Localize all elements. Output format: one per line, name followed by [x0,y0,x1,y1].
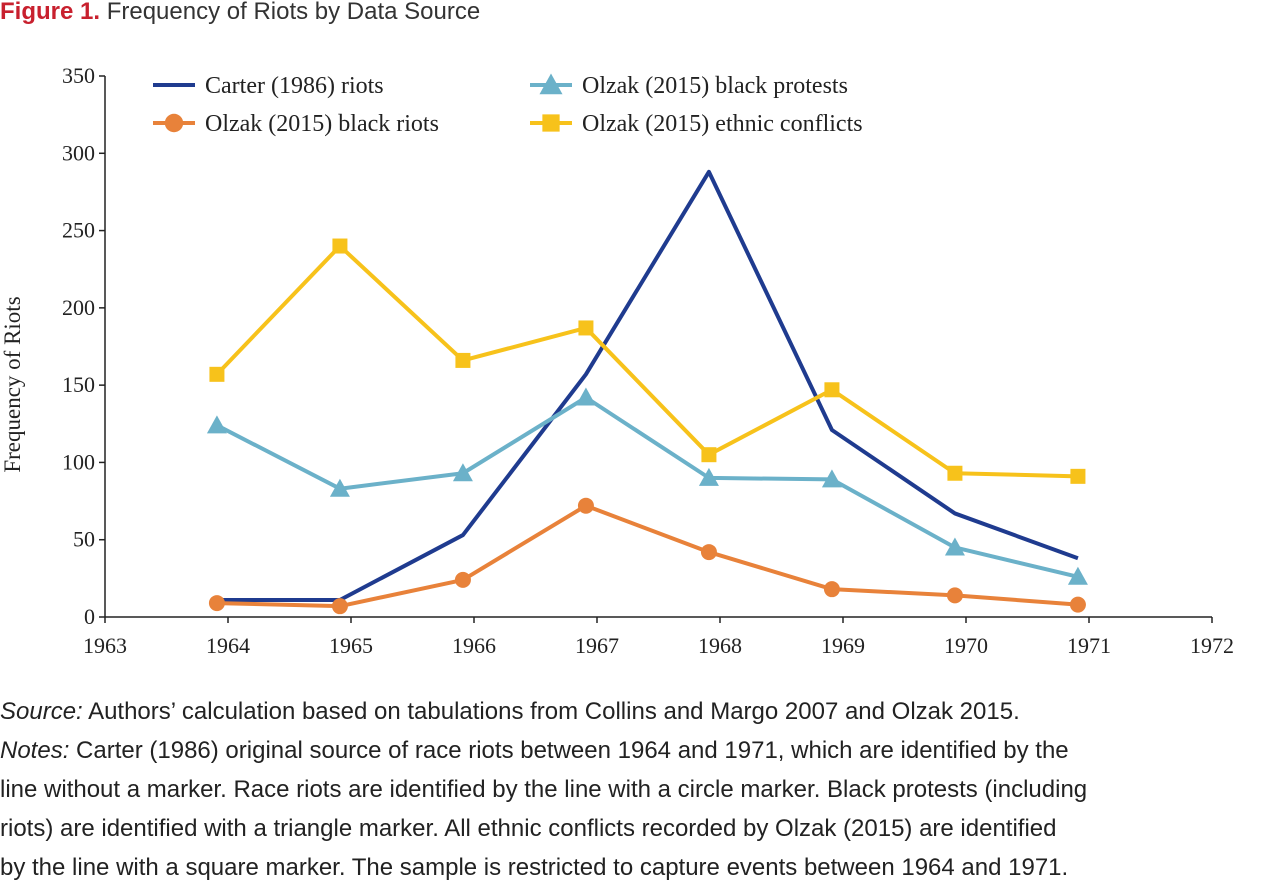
notes-line-3: riots) are identified with a triangle ma… [0,815,1057,842]
series-line [215,244,1078,479]
legend: Carter (1986) riots Olzak (2015) black ri… [153,73,863,137]
circle-marker [208,595,225,612]
circle-marker [823,581,840,598]
x-tick-label: 1963 [83,633,127,658]
triangle-marker [539,73,563,95]
x-tick-label: 1967 [575,633,619,658]
notes-line-4: by the line with a square marker. The sa… [0,854,1069,881]
triangle-marker [329,478,350,497]
square-marker [542,114,560,132]
triangle-marker [698,467,719,486]
source-line: Source: Authors’ calculation based on ta… [0,692,1280,731]
triangle-marker [944,537,965,556]
y-tick-label: 100 [62,449,95,474]
triangle-marker [575,387,596,406]
notes-line-2: line without a marker. Race riots are id… [0,776,1088,803]
circle-marker [577,497,594,514]
legend-label: Olzak (2015) ethnic conflicts [582,111,863,137]
line-chart: 0 50 100 150 200 250 300 350 1963 1964 1965 1966 196… [0,63,1234,658]
x-tick-label: 1968 [698,633,742,658]
x-tick-label: 1969 [821,633,865,658]
series-0 [216,169,1079,602]
y-tick-label: 300 [62,140,95,165]
figure-title: Figure 1. Frequency of Riots by Data Sou… [0,0,480,26]
circle-marker [1069,596,1086,613]
circle-marker [700,544,717,561]
figure-title-text: Frequency of Riots by Data Source [106,0,481,25]
y-axis-title: Frequency of Riots [0,296,25,472]
series-1 [208,497,1086,615]
y-tick-label: 150 [62,372,95,397]
circle-marker [331,598,348,615]
figure-notes: Source: Authors’ calculation based on ta… [0,692,1280,887]
square-marker [455,352,471,368]
series-line [216,169,1079,602]
x-tick-label: 1964 [206,633,250,658]
x-tick-label: 1970 [944,633,988,658]
legend-label: Olzak (2015) black protests [582,73,848,99]
source-text: Authors’ calculation based on tabulation… [82,698,1020,725]
triangle-marker [452,463,473,482]
square-marker [1070,468,1086,484]
notes-label: Notes: [0,737,70,764]
series-line [216,503,1079,609]
notes-text-1: Carter (1986) original source of race ri… [69,737,1069,764]
x-tick-label: 1971 [1067,633,1111,658]
series-line [216,395,1079,579]
source-label: Source: [0,698,83,725]
square-marker [209,366,225,382]
triangle-marker [1067,566,1088,585]
y-tick-label: 200 [62,295,95,320]
notes-line-1: Notes: Carter (1986) original source of … [0,731,1280,770]
legend-item: Olzak (2015) ethnic conflicts [530,111,863,137]
y-tick-label: 250 [62,218,95,243]
legend-item: Olzak (2015) black protests [530,73,848,99]
circle-marker [946,587,963,604]
square-marker [824,382,840,398]
y-tick-label: 350 [62,63,95,88]
x-tick-label: 1966 [452,633,496,658]
series-2 [206,387,1088,585]
circle-marker [454,571,471,588]
square-marker [332,238,348,254]
figure-label: Figure 1. [0,0,101,25]
y-tick-label: 50 [73,527,95,552]
triangle-marker [821,469,842,488]
circle-marker [164,113,184,133]
x-tick-label: 1972 [1190,633,1234,658]
x-tick-label: 1965 [329,633,373,658]
y-tick-label: 0 [84,604,95,629]
legend-label: Olzak (2015) black riots [205,111,439,137]
legend-label: Carter (1986) riots [205,73,384,99]
square-marker [701,447,717,463]
square-marker [578,320,594,336]
triangle-marker [206,415,227,434]
legend-item: Carter (1986) riots [153,73,384,99]
series-3 [209,238,1086,484]
legend-item: Olzak (2015) black riots [153,111,439,137]
square-marker [947,465,963,481]
